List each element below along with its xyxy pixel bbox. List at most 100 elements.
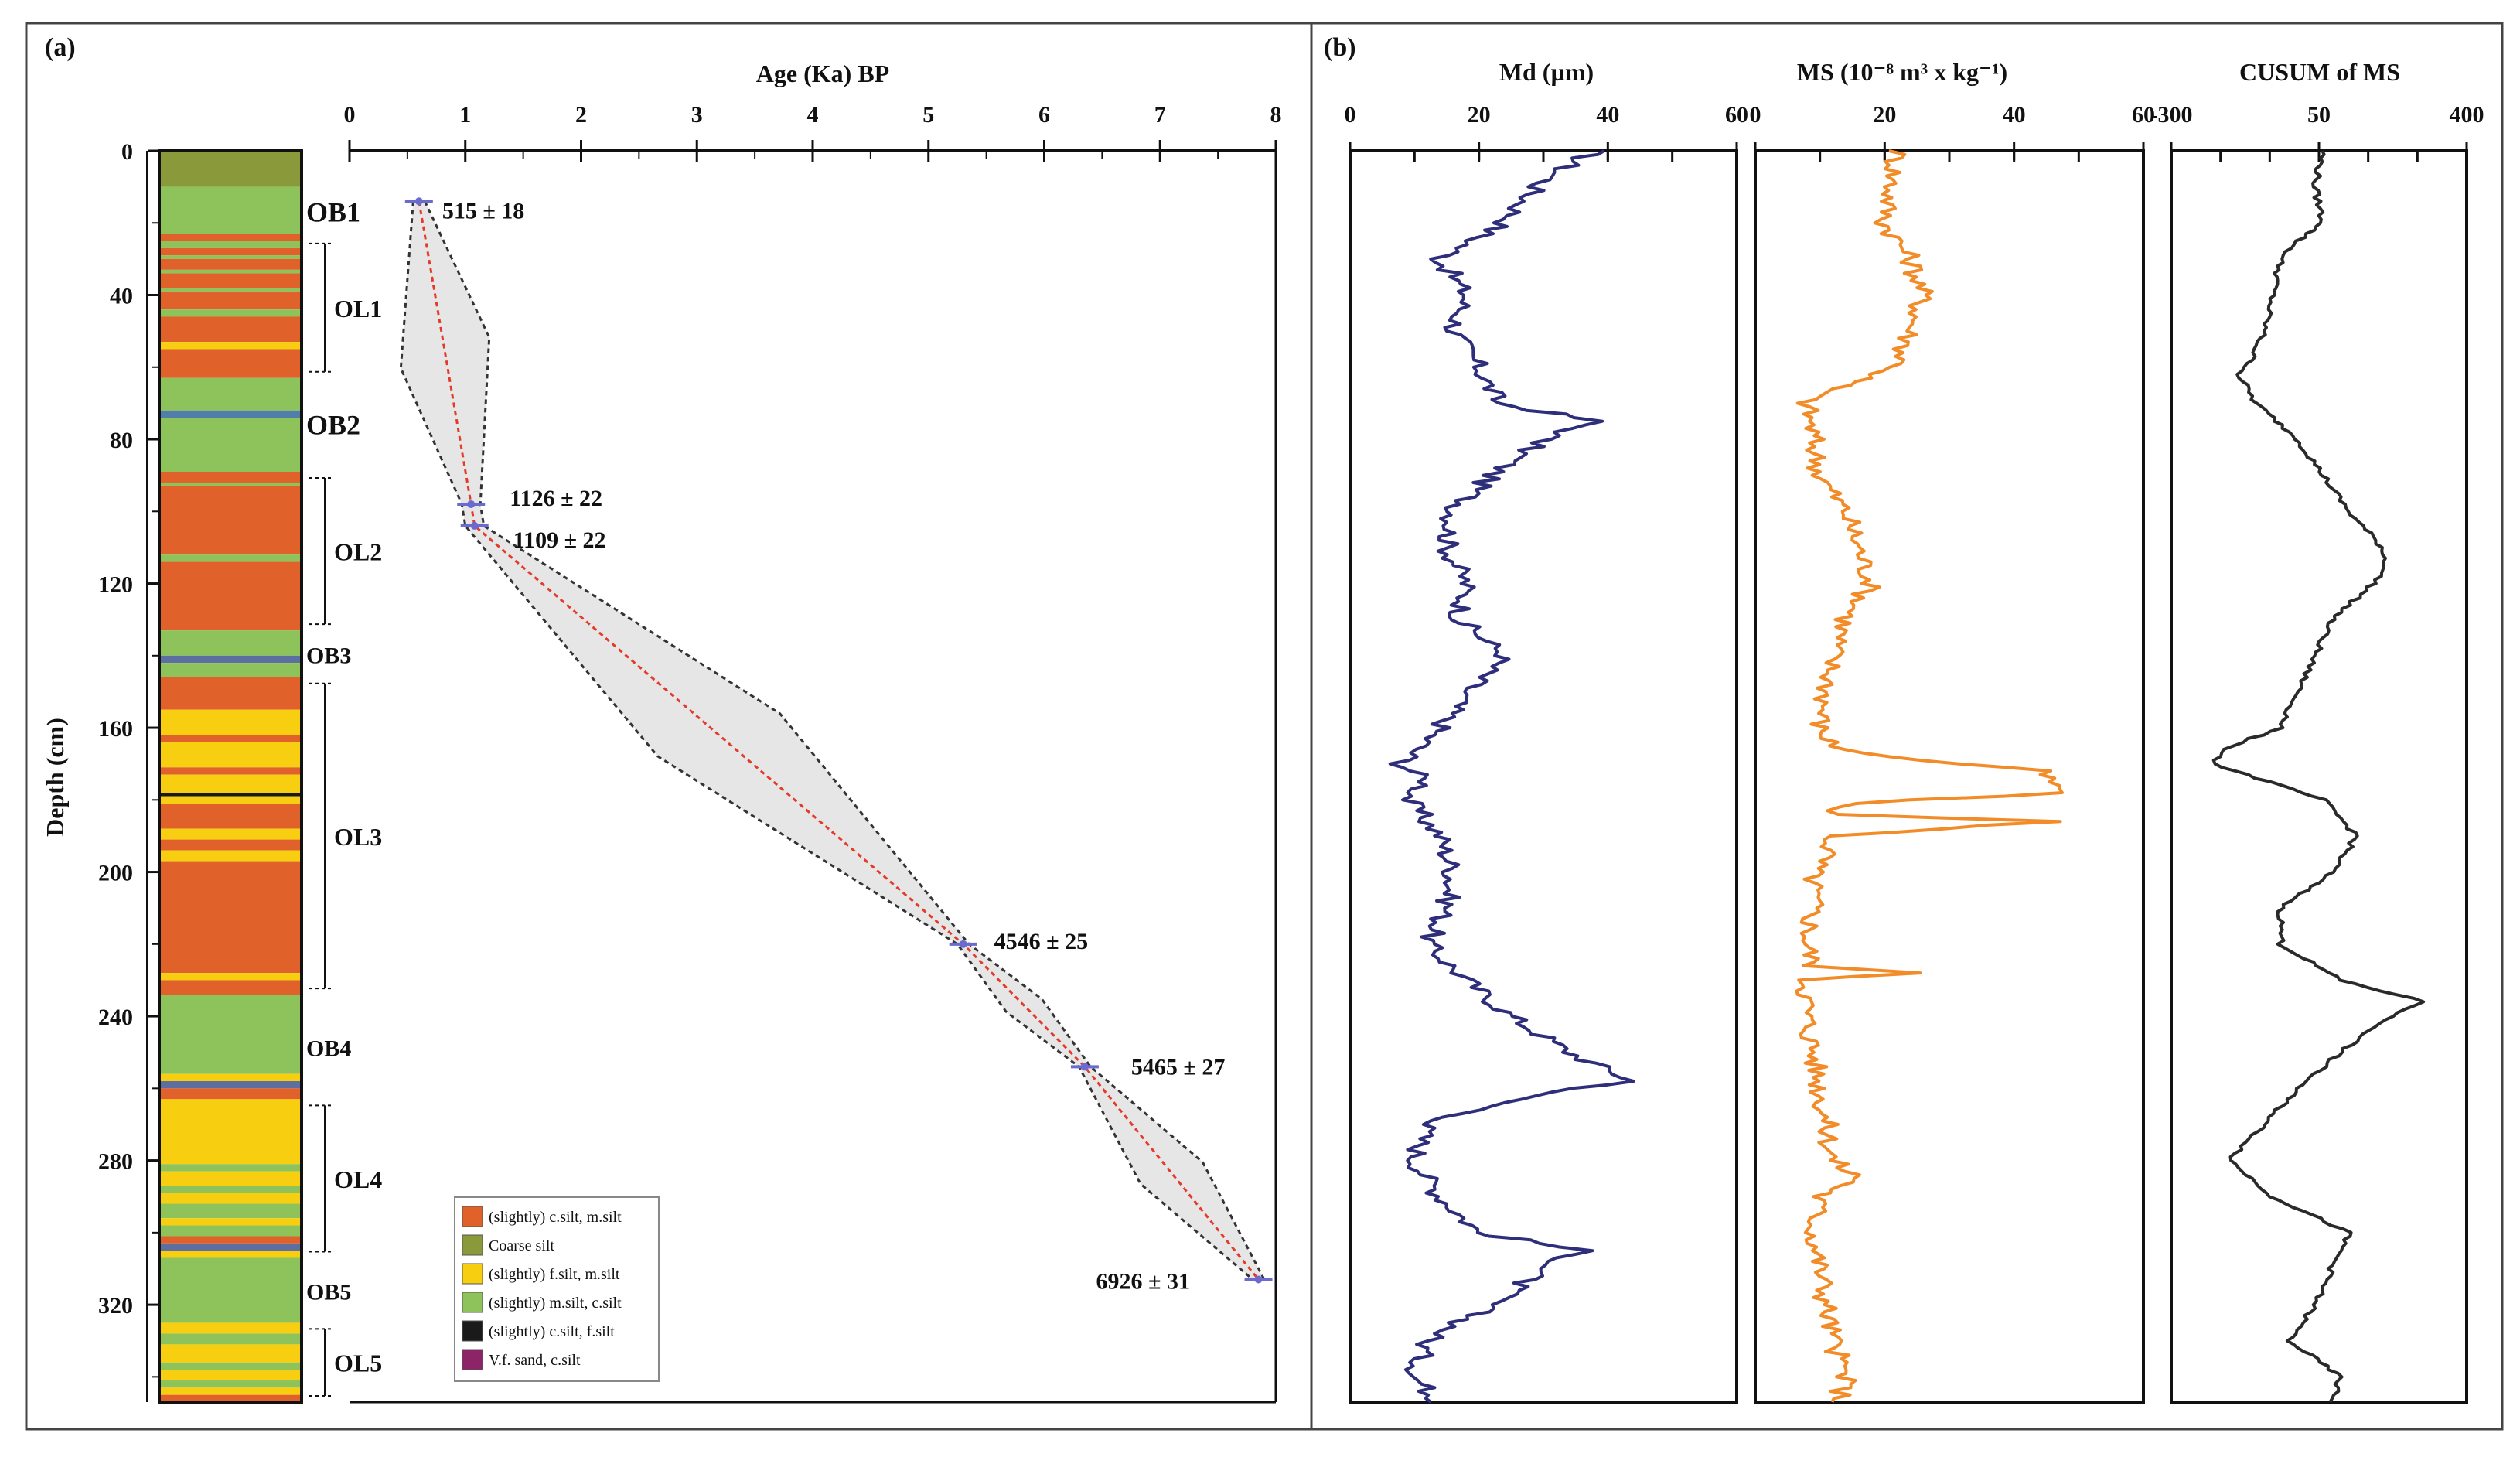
legend-label: (slightly) c.silt, f.silt [489, 1323, 615, 1340]
lithology-band [159, 1088, 302, 1100]
log-tick-label: 20 [1873, 102, 1896, 128]
age-model-median [418, 201, 1260, 1281]
log-plot-frame [2170, 149, 2468, 1404]
log-plot-2: MS (10⁻⁸ m³ x kg⁻¹) 0 20 40 60 [1750, 58, 2155, 1404]
lithology-band [159, 247, 302, 256]
lithology-band [159, 1257, 302, 1323]
age-tick-label: 8 [1270, 102, 1282, 128]
unit-label: OB2 [306, 409, 360, 440]
unit-brackets: OB1 OL1 OB2 OL2 OB3 OL3 OB4 OL4 OB5 OL5 [306, 196, 382, 1397]
lithology-band [159, 186, 302, 234]
log-plot-title: Md (µm) [1499, 58, 1594, 86]
legend-swatch [462, 1206, 483, 1227]
lithology-band [159, 767, 302, 775]
lithology-band [159, 241, 302, 248]
date-label: 4546 ± 25 [994, 929, 1088, 954]
log-series-line [1795, 149, 2064, 1403]
lithology-band [159, 1099, 302, 1165]
log-series-line [1388, 149, 1635, 1404]
lithology-band [159, 973, 302, 981]
lithology-band [159, 839, 302, 851]
date-point [414, 197, 423, 206]
lithology-band [159, 151, 302, 187]
unit-label: OL3 [334, 823, 382, 851]
lithology-band [159, 1225, 302, 1237]
lithology-band [159, 554, 302, 562]
legend: (slightly) c.silt, m.silt Coarse silt (sli… [462, 1206, 622, 1370]
lithology-band [159, 234, 302, 241]
lithology-band [159, 828, 302, 840]
date-point [467, 500, 476, 508]
log-tick-label: 20 [1468, 102, 1491, 128]
log-series-line [2211, 150, 2426, 1403]
panel-b-label: (b) [1324, 33, 1356, 62]
lithology-band [159, 482, 302, 486]
date-label: 1126 ± 22 [510, 486, 602, 511]
depth-tick-label: 320 [98, 1293, 133, 1319]
lithology-band [159, 735, 302, 742]
lithology-band [159, 995, 302, 1074]
legend-swatch [462, 1320, 483, 1342]
legend-swatch [462, 1349, 483, 1370]
lithology-band [159, 1394, 302, 1402]
depth-axis-title: Depth (cm) [41, 718, 69, 837]
date-point [959, 940, 967, 948]
panel-b-frame [1310, 22, 2504, 1431]
unit-label: OB4 [306, 1036, 351, 1062]
lithology-band [159, 861, 302, 974]
depth-tick-label: 40 [110, 284, 133, 309]
lithology-band [159, 1236, 302, 1244]
age-depth-plot: 0 1 2 3 4 5 6 7 8 515 ± 18 1126 ± 22 1109 ± 22 4546 … [344, 102, 1282, 1404]
lithology-band [159, 1380, 302, 1388]
lithology-band [159, 273, 302, 288]
unit-label: OB5 [306, 1279, 351, 1305]
lithology-band [159, 342, 302, 350]
log-plot-title: MS (10⁻⁸ m³ x kg⁻¹) [1797, 58, 2007, 86]
lithology-band [159, 1387, 302, 1395]
legend-swatch [462, 1292, 483, 1313]
log-plot-3: CUSUM of MS -300 50 400 [2150, 58, 2484, 1404]
log-tick-label: 50 [2307, 102, 2331, 128]
lithology-band [159, 561, 302, 631]
age-model-lower-bound [399, 201, 1254, 1281]
log-tick-label: 0 [1750, 102, 1761, 128]
lithology-band [159, 796, 302, 804]
log-tick-label: 40 [2003, 102, 2026, 128]
lithology-band [159, 774, 302, 793]
unit-label: OB3 [306, 643, 351, 668]
lithology-band [159, 630, 302, 656]
depth-tick-label: 80 [110, 428, 133, 453]
lithology-band [159, 1203, 302, 1219]
age-model-upper-bound [423, 200, 1266, 1281]
lithology-band [159, 1218, 302, 1226]
depth-tick-label: 240 [98, 1005, 133, 1030]
date-point [470, 521, 479, 530]
age-tick-label: 3 [691, 102, 703, 128]
age-tick-label: 5 [922, 102, 934, 128]
age-tick-label: 7 [1154, 102, 1166, 128]
lithology-band [159, 269, 302, 274]
lithology-band [159, 709, 302, 735]
lithology-band [159, 258, 302, 270]
log-plot-frame [1349, 149, 1738, 1404]
depth-tick-label: 280 [98, 1149, 133, 1175]
depth-tick-label: 120 [98, 572, 133, 598]
lithology-band [159, 803, 302, 829]
date-label: 6926 ± 31 [1096, 1268, 1190, 1294]
unit-label: OL4 [334, 1165, 382, 1193]
log-tick-label: -300 [2150, 102, 2193, 128]
lithology-band [159, 1164, 302, 1172]
lithology-band [159, 663, 302, 677]
log-tick-label: 60 [1725, 102, 1748, 128]
lithology-band [159, 316, 302, 343]
lithology-column-border [158, 149, 303, 1404]
legend-swatch [462, 1263, 483, 1285]
lithology-band [159, 288, 302, 292]
log-plot-frame [1754, 149, 2145, 1404]
date-point [1254, 1275, 1263, 1284]
lithology-band [159, 486, 302, 555]
log-tick-label: 40 [1596, 102, 1619, 128]
lithology-band [159, 309, 302, 317]
lithology-band [159, 1073, 302, 1082]
